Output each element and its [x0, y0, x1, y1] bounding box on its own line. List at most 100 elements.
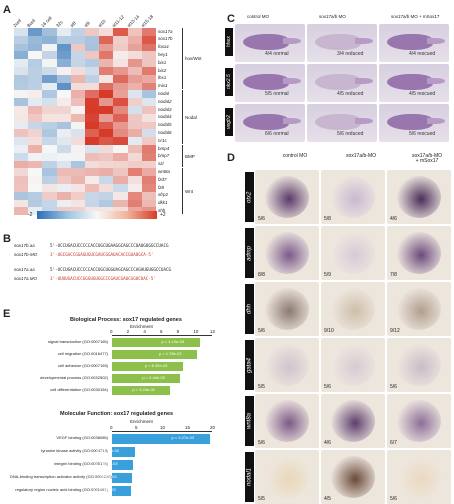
- panel-d-image: 4/6: [321, 394, 385, 448]
- heatmap-row-label: dkk1: [158, 200, 168, 206]
- panel-letter-e: E: [3, 308, 11, 320]
- sequence-string: 3'-UGCGACCGGAGUGUCGAUCGGAUACACCGUAUGCA-5…: [50, 252, 154, 257]
- go-bar: [112, 386, 171, 395]
- heatmap-cell: [28, 191, 43, 200]
- panel-c-count: 4/4 rescued: [409, 51, 436, 57]
- go-bar-pvalue: p = 1.78e-02: [159, 351, 182, 356]
- heatmap-row-label: nodal3: [158, 106, 172, 112]
- heatmap-cell: [56, 35, 72, 44]
- heatmap-cell: [85, 67, 100, 76]
- heatmap-cell: [56, 113, 72, 122]
- panel-c-count: 4/5 reduced: [337, 91, 364, 97]
- go-bar-pvalue: p = 3.42e-03: [94, 474, 117, 479]
- panel-letter-c: C: [227, 13, 235, 25]
- heatmap-cell: [113, 59, 128, 68]
- heatmap-col-label: st11-12: [111, 14, 126, 29]
- heatmap-cell: [56, 74, 72, 83]
- heatmap-cell: [14, 191, 29, 200]
- panel-d-count: 4/6: [390, 216, 397, 222]
- heatmap-cell: [85, 113, 100, 122]
- panel-c-column-header: sox17a/b MO: [319, 14, 346, 19]
- heatmap-cell: [42, 145, 57, 154]
- embryo: [265, 456, 309, 498]
- heatmap-cell: [28, 207, 43, 216]
- go-axis-tick: 5: [135, 425, 138, 430]
- heatmap-cell: [141, 113, 157, 122]
- go-mf-axis-label: Enrichment: [130, 419, 153, 424]
- panel-d-image: 7/8: [387, 226, 451, 280]
- heatmap-row-label: sox17a: [158, 28, 173, 34]
- heatmap-cell: [14, 35, 29, 44]
- heatmap-cell: [127, 137, 143, 146]
- go-bar-pvalue: p = 4.56e-02: [96, 448, 120, 453]
- heatmap-cell: [70, 168, 86, 177]
- heatmap-cell: [113, 191, 128, 200]
- heatmap-cell: [70, 152, 86, 161]
- heatmap-cell: [99, 28, 114, 37]
- heatmap-cell: [28, 35, 43, 44]
- panel-d-count: 8/8: [258, 272, 265, 278]
- panel-c-image: 4/5 rescued: [379, 64, 449, 102]
- heatmap-cell: [42, 176, 57, 185]
- heatmap-cell: [14, 137, 29, 146]
- heatmap-cell: [113, 82, 128, 91]
- embryo: [397, 288, 441, 330]
- go-bar: [112, 374, 181, 383]
- heatmap-cell: [42, 129, 57, 138]
- heatmap-cell: [56, 121, 72, 130]
- colorbar-max: +2: [160, 212, 166, 218]
- panel-d-image: 4/5: [321, 450, 385, 504]
- heatmap-cell: [141, 35, 157, 44]
- panel-d-count: 7/8: [390, 272, 397, 278]
- heatmap-cell: [113, 43, 128, 52]
- go-bar-label: regulatory region nucleic acid binding (…: [15, 487, 108, 492]
- tadpole-tail: [283, 38, 301, 44]
- heatmap-cell: [127, 90, 143, 99]
- heatmap-cell: [28, 59, 43, 68]
- heatmap-cell: [127, 145, 143, 154]
- heatmap-cell: [85, 137, 100, 146]
- heatmap-cell: [99, 199, 114, 208]
- heatmap-cell: [70, 129, 86, 138]
- heatmap-cell: [113, 176, 128, 185]
- heatmap-cell: [28, 184, 43, 193]
- heatmap-cell: [141, 168, 157, 177]
- heatmap-row-label: bix1: [158, 59, 167, 65]
- panel-d-image: 8/8: [255, 226, 319, 280]
- heatmap-group-bracket: [182, 168, 183, 215]
- panel-d-count: 9/12: [390, 328, 400, 334]
- heatmap-cell: [56, 43, 72, 52]
- heatmap-cell: [127, 74, 143, 83]
- heatmap-cell: [99, 121, 114, 130]
- go-bar-pvalue: p = 3.27e-03: [171, 435, 195, 440]
- embryo: [397, 400, 441, 442]
- heatmap-cell: [113, 51, 128, 60]
- heatmap-cell: [70, 98, 86, 107]
- heatmap-row-label: sox17b: [158, 36, 173, 42]
- heatmap-cell: [127, 121, 143, 130]
- panel-c-image: 4/4 normal: [235, 24, 305, 62]
- heatmap-group-bracket: [182, 90, 183, 144]
- heatmap-cell: [127, 98, 143, 107]
- heatmap-cell: [56, 90, 72, 99]
- heatmap-cell: [70, 137, 86, 146]
- heatmap-cell: [70, 199, 86, 208]
- heatmap-cell: [14, 106, 29, 115]
- embryo: [331, 176, 375, 218]
- heatmap-cell: [56, 98, 72, 107]
- heatmap-cell: [28, 199, 43, 208]
- panel-c-image: 5/6 rescued: [379, 104, 449, 142]
- panel-d-count: 5/9: [324, 272, 331, 278]
- heatmap-cell: [42, 59, 57, 68]
- tadpole: [387, 74, 433, 90]
- go-bar-label: cell migration (GO:0016477): [57, 351, 108, 356]
- heatmap-cell: [70, 184, 86, 193]
- panel-d-image: 5/5: [255, 338, 319, 392]
- heatmap-cell: [127, 113, 143, 122]
- tadpole-tail: [427, 38, 445, 44]
- heatmap-cell: [14, 90, 29, 99]
- heatmap-cell: [28, 160, 43, 169]
- heatmap-cell: [70, 160, 86, 169]
- heatmap-cell: [70, 74, 86, 83]
- heatmap-cell: [141, 106, 157, 115]
